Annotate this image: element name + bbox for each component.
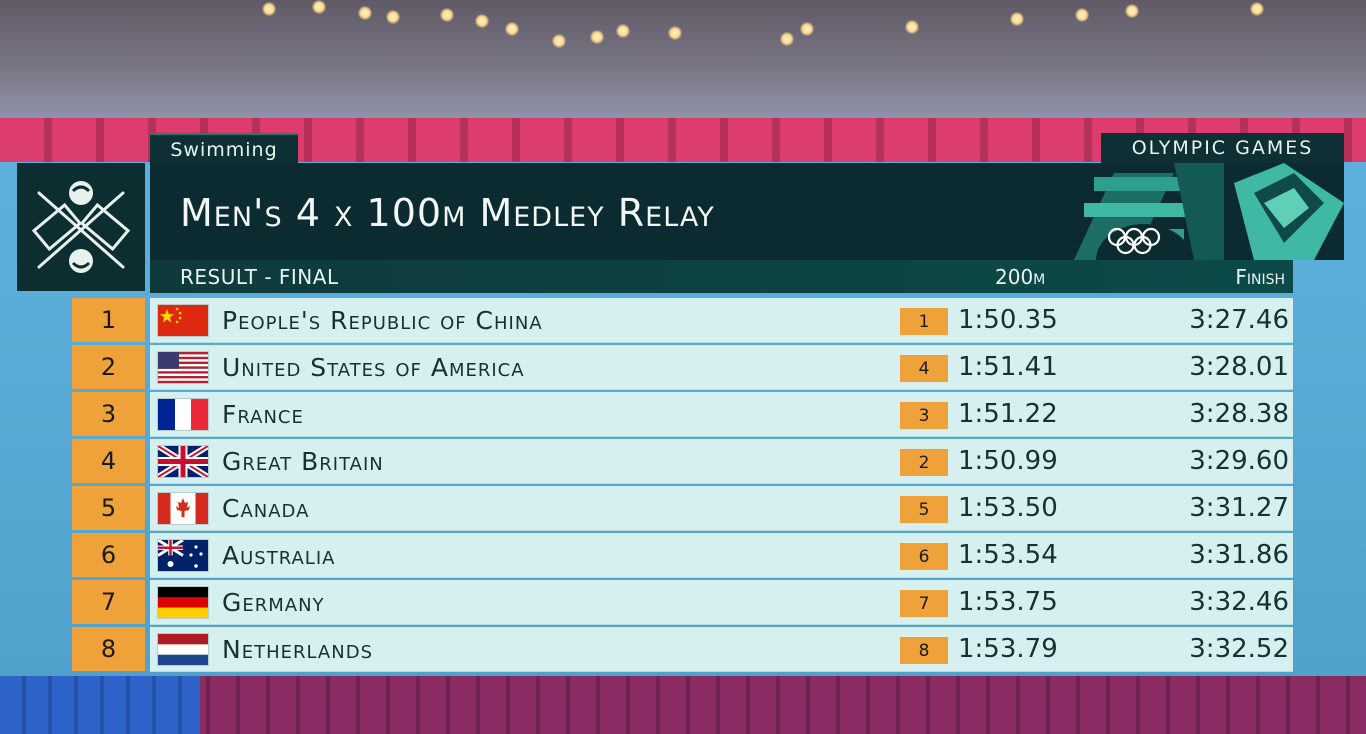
split-rank-badge: 7 <box>900 590 948 617</box>
rank-badge: 2 <box>72 345 145 389</box>
finish-time: 3:28.38 <box>1189 399 1289 429</box>
rank-badge: 3 <box>72 392 145 436</box>
split-column-header: 200m <box>995 264 1046 289</box>
result-bar: Canada 5 1:53.50 3:31.27 <box>150 486 1293 531</box>
split-time: 1:50.99 <box>958 446 1058 476</box>
split-rank-badge: 6 <box>900 543 948 570</box>
table-row: 6 Australia 6 1:53 <box>0 533 1366 578</box>
result-bar: Netherlands 8 1:53.79 3:32.52 <box>150 627 1293 672</box>
sport-label: Swimming <box>150 133 298 165</box>
table-row: 2 United States of America 4 1:51.41 3:2… <box>0 345 1366 390</box>
sport-label-text: Swimming <box>170 139 278 161</box>
china-flag-icon <box>158 305 208 336</box>
result-bar: France 3 1:51.22 3:28.38 <box>150 392 1293 437</box>
split-time: 1:51.22 <box>958 399 1058 429</box>
great-britain-flag-icon <box>158 446 208 477</box>
country-name: United States of America <box>222 353 525 382</box>
rank-badge: 5 <box>72 486 145 530</box>
result-bar: People's Republic of China 1 1:50.35 3:2… <box>150 298 1293 343</box>
split-time: 1:53.79 <box>958 634 1058 664</box>
table-row: 1 People's Republic of China 1 1:50.35 3… <box>0 298 1366 343</box>
table-row: 8 Netherlands 8 1:53.79 3:32.52 <box>0 627 1366 672</box>
finish-column-header: Finish <box>1235 264 1285 289</box>
country-name: Germany <box>222 588 325 617</box>
split-rank-badge: 8 <box>900 637 948 664</box>
result-bar: Germany 7 1:53.75 3:32.46 <box>150 580 1293 625</box>
result-bar: United States of America 4 1:51.41 3:28.… <box>150 345 1293 390</box>
france-flag-icon <box>158 399 208 430</box>
rank-badge: 4 <box>72 439 145 483</box>
table-row: 4 Great Britain 2 1:50.99 3:29.60 <box>0 439 1366 484</box>
olympic-rings-icon <box>1107 227 1161 255</box>
event-title: Men's 4 x 100m Medley Relay <box>180 191 715 235</box>
finish-time: 3:28.01 <box>1189 352 1289 382</box>
split-rank-badge: 5 <box>900 496 948 523</box>
finish-time: 3:29.60 <box>1189 446 1289 476</box>
germany-flag-icon <box>158 587 208 618</box>
split-rank-badge: 2 <box>900 449 948 476</box>
rank-badge: 6 <box>72 533 145 577</box>
arena-lights <box>0 0 1366 80</box>
split-rank-badge: 3 <box>900 402 948 429</box>
games-label-text: Olympic Games <box>1131 137 1314 159</box>
split-time: 1:53.50 <box>958 493 1058 523</box>
canada-flag-icon <box>158 493 208 524</box>
table-row: 7 Germany 7 1:53.75 3:32.46 <box>0 580 1366 625</box>
finish-time: 3:31.86 <box>1189 540 1289 570</box>
finish-time: 3:31.27 <box>1189 493 1289 523</box>
result-bar: Australia 6 1:53.54 3:31.86 <box>150 533 1293 578</box>
country-name: People's Republic of China <box>222 306 543 335</box>
country-name: Netherlands <box>222 635 373 664</box>
split-rank-badge: 1 <box>900 308 948 335</box>
australia-flag-icon <box>158 540 208 571</box>
country-name: Canada <box>222 494 310 523</box>
rank-badge: 1 <box>72 298 145 342</box>
table-row: 5 Canada 5 1:53.50 3:31.27 <box>0 486 1366 531</box>
event-header: Men's 4 x 100m Medley Relay <box>150 163 1344 260</box>
finish-time: 3:32.46 <box>1189 587 1289 617</box>
games-label: Olympic Games <box>1101 133 1344 163</box>
netherlands-flag-icon <box>158 634 208 665</box>
results-subheader: RESULT - FINAL 200m Finish <box>150 260 1293 293</box>
result-bar: Great Britain 2 1:50.99 3:29.60 <box>150 439 1293 484</box>
olympic-brand-art <box>1054 163 1344 260</box>
split-time: 1:51.41 <box>958 352 1058 382</box>
lane-rope-bottom-blue <box>0 676 200 734</box>
usa-flag-icon <box>158 352 208 383</box>
rank-badge: 7 <box>72 580 145 624</box>
split-time: 1:50.35 <box>958 305 1058 335</box>
split-time: 1:53.54 <box>958 540 1058 570</box>
split-rank-badge: 4 <box>900 355 948 382</box>
table-row: 3 France 3 1:51.22 3:28.38 <box>0 392 1366 437</box>
country-name: Great Britain <box>222 447 384 476</box>
lane-rope-bottom <box>0 676 1366 734</box>
country-name: France <box>222 400 304 429</box>
finish-time: 3:27.46 <box>1189 305 1289 335</box>
country-name: Australia <box>222 541 336 570</box>
rank-badge: 8 <box>72 627 145 671</box>
swimming-pictogram-icon <box>17 163 145 291</box>
result-final-label: RESULT - FINAL <box>180 264 339 289</box>
split-time: 1:53.75 <box>958 587 1058 617</box>
finish-time: 3:32.52 <box>1189 634 1289 664</box>
